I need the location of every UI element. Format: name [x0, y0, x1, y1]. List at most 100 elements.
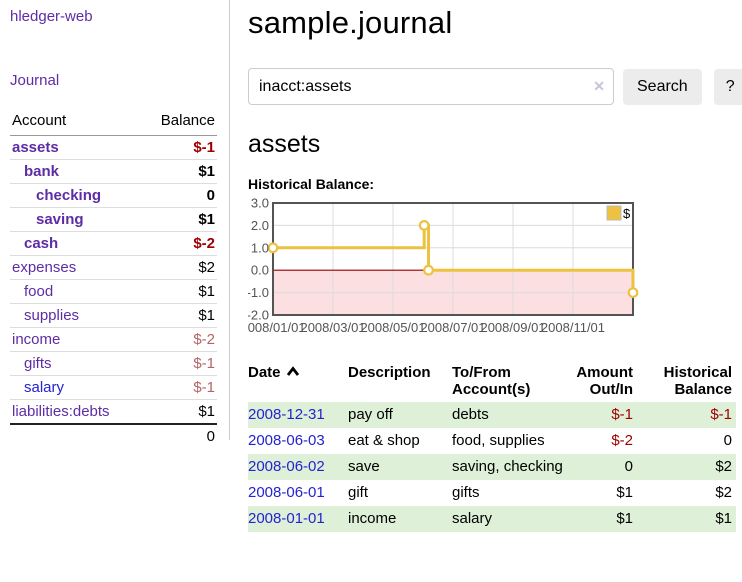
accounts-header-account: Account: [10, 108, 141, 136]
transaction-amount: 0: [624, 458, 633, 475]
transaction-accounts: food, supplies: [452, 432, 545, 449]
x-axis-tick-label: 2008/03/01: [300, 320, 365, 335]
account-link[interactable]: bank: [24, 163, 60, 180]
transaction-date: 2008-01-01: [248, 506, 348, 532]
account-balance: $1: [140, 279, 217, 304]
transaction-amount: $-2: [611, 432, 633, 449]
y-axis-tick-label: 1.0: [251, 240, 269, 255]
account-link[interactable]: liabilities:debts: [12, 403, 110, 420]
account-link[interactable]: supplies: [24, 307, 80, 324]
account-balance: $-1: [140, 135, 217, 160]
account-row: supplies $1: [10, 303, 217, 328]
account-balance: $1: [140, 207, 217, 232]
legend-label: $: [623, 206, 631, 221]
account-link[interactable]: expenses: [12, 259, 77, 276]
transaction-balance: $2: [715, 458, 732, 475]
search-button[interactable]: Search: [623, 68, 702, 105]
account-balance: $2: [140, 255, 217, 280]
main-content: sample.journal ✕ Search ? assets Histori…: [230, 0, 742, 532]
transaction-description: pay off: [348, 406, 393, 423]
legend-swatch: [606, 205, 622, 221]
transaction-description: eat & shop: [348, 432, 420, 449]
account-link[interactable]: checking: [36, 187, 102, 204]
sort-asc-icon: [286, 364, 300, 381]
x-axis-tick-label: 2008/07/01: [420, 320, 485, 335]
transaction-accounts: saving, checking: [452, 458, 563, 475]
account-link[interactable]: cash: [24, 235, 59, 252]
account-balance: $1: [140, 303, 217, 328]
account-balance: 0: [140, 183, 217, 208]
transaction-description: income: [348, 510, 397, 527]
account-link[interactable]: gifts: [24, 355, 52, 372]
y-axis-tick-label: 2.0: [251, 218, 269, 233]
transaction-date-link[interactable]: 2008-06-01: [248, 484, 325, 501]
account-balance: $-2: [140, 231, 217, 256]
transaction-description: save: [348, 458, 380, 475]
x-axis-tick-label: 2008/11/01: [541, 320, 605, 335]
transaction-accounts: debts: [452, 406, 489, 423]
table-row: 2008-01-01 income salary $1 $1: [248, 506, 736, 532]
data-point-marker: [267, 242, 279, 254]
accounts-total-row: 0: [10, 423, 217, 448]
x-axis-tick-label: 2008/09/01: [480, 320, 545, 335]
sidebar-item-journal[interactable]: Journal: [10, 72, 60, 89]
y-axis-tick-label: -1.0: [248, 285, 269, 300]
transaction-description: gift: [348, 484, 369, 501]
register-table: Date Description To/From Account(s) Amou…: [248, 362, 736, 532]
transaction-date-link[interactable]: 2008-12-31: [248, 406, 325, 423]
accounts-total-value: 0: [140, 423, 217, 448]
account-balance: $1: [140, 399, 217, 424]
register-header-row: Date Description To/From Account(s) Amou…: [248, 362, 736, 402]
account-section-title: assets: [248, 130, 321, 158]
transaction-date-link[interactable]: 2008-06-03: [248, 432, 325, 449]
transaction-balance: $1: [715, 510, 732, 527]
table-row: 2008-12-31 pay off debts $-1 $-1: [248, 402, 736, 428]
register-header-description: Description: [348, 364, 431, 381]
account-balance: $1: [140, 159, 217, 184]
transaction-amount: $-1: [611, 406, 633, 423]
transaction-date-link[interactable]: 2008-06-02: [248, 458, 325, 475]
transaction-date-link[interactable]: 2008-01-01: [248, 510, 325, 527]
chart-border: [272, 202, 634, 316]
account-link[interactable]: salary: [24, 379, 65, 396]
transaction-date: 2008-12-31: [248, 402, 348, 428]
account-row: cash $-2: [10, 231, 217, 256]
account-link[interactable]: food: [24, 283, 54, 300]
transaction-amount: $1: [616, 510, 633, 527]
table-row: 2008-06-03 eat & shop food, supplies $-2 0: [248, 428, 736, 454]
search-input[interactable]: [248, 68, 614, 105]
register-header-date[interactable]: Date: [248, 362, 348, 402]
transaction-accounts: salary: [452, 510, 493, 527]
data-point-marker: [627, 287, 639, 298]
table-row: 2008-06-02 save saving, checking 0 $2: [248, 454, 736, 480]
transaction-balance: $2: [715, 484, 732, 501]
transaction-date: 2008-06-02: [248, 454, 348, 480]
page-title: sample.journal: [248, 5, 453, 40]
account-row: salary $-1: [10, 375, 217, 400]
transaction-balance: 0: [723, 432, 732, 449]
historical-balance-chart[interactable]: $3.0 2.0 1.0 0.0 -1.0 -2.02008/01/012008/03/0…: [248, 197, 742, 349]
help-button[interactable]: ?: [713, 68, 742, 105]
transaction-amount: $1: [616, 484, 633, 501]
sidebar: hledger-web Journal Account Balance asse…: [0, 0, 230, 448]
app-layout: hledger-web Journal Account Balance asse…: [0, 0, 742, 532]
account-row: income $-2: [10, 327, 217, 352]
account-link[interactable]: saving: [36, 211, 84, 228]
register-header-amount: Amount Out/In: [576, 364, 633, 398]
accounts-table: Account Balance assets $-1 bank $1 checking 0…: [10, 108, 217, 448]
account-link[interactable]: assets: [12, 139, 59, 156]
y-axis-tick-label: 3.0: [251, 197, 269, 211]
accounts-header-balance: Balance: [140, 108, 217, 136]
register-header-accounts: To/From Account(s): [452, 364, 531, 398]
y-axis-tick-label: 0.0: [251, 263, 269, 278]
search-box: ✕: [248, 68, 614, 105]
y-axis-tick-label: -2.0: [248, 308, 269, 323]
x-axis-tick-label: 2008/01/01: [248, 320, 306, 335]
clear-search-icon[interactable]: ✕: [593, 78, 605, 94]
x-axis-tick-label: 2008/05/01: [360, 320, 425, 335]
app-title-link[interactable]: hledger-web: [10, 8, 93, 25]
register-header-balance: Historical Balance: [663, 364, 732, 398]
account-row: expenses $2: [10, 255, 217, 280]
transaction-date: 2008-06-03: [248, 428, 348, 454]
account-link[interactable]: income: [12, 331, 61, 348]
